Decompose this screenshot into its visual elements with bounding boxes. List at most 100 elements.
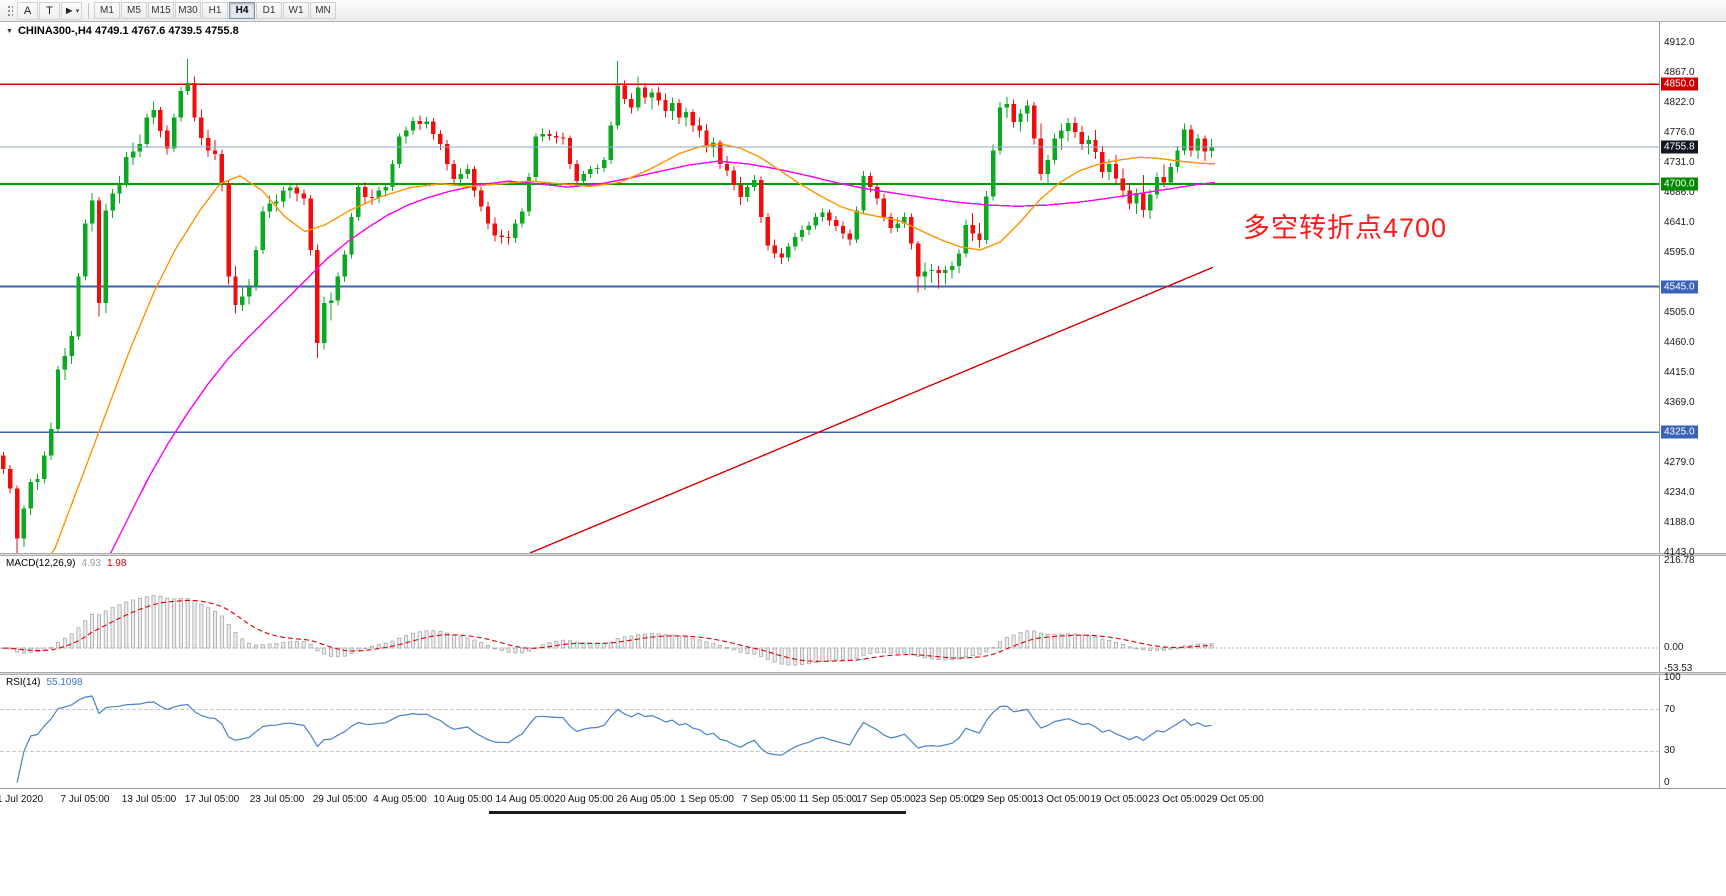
macd-histogram-bar <box>131 599 136 649</box>
macd-signal-line <box>3 599 1212 662</box>
candle-body <box>240 296 245 305</box>
candle-body <box>438 134 443 144</box>
trendline[interactable] <box>529 266 1214 553</box>
timeframe-button-m30[interactable]: M30 <box>175 2 201 19</box>
candle-body <box>1093 140 1098 152</box>
chart-annotation-text: 多空转折点4700 <box>1243 213 1448 243</box>
time-axis-label: 10 Aug 05:00 <box>433 794 493 805</box>
candle-body <box>731 170 736 186</box>
candle-body <box>499 235 504 237</box>
timeframe-button-d1[interactable]: D1 <box>256 2 282 19</box>
macd-values: 4.93 1.98 <box>81 558 126 569</box>
timeframe-button-w1[interactable]: W1 <box>283 2 309 19</box>
macd-histogram-bar <box>335 647 340 658</box>
macd-plot[interactable]: MACD(12,26,9) 4.93 1.98 <box>0 556 1660 672</box>
price-tick-label: 4822.0 <box>1664 96 1695 108</box>
indicator-value: 4.93 <box>81 558 101 569</box>
macd-histogram-bar <box>1073 633 1078 649</box>
macd-canvas[interactable] <box>0 556 1660 672</box>
timeframe-button-h1[interactable]: H1 <box>202 2 228 19</box>
rsi-scale[interactable]: 100 70 30 0 <box>1660 673 1725 788</box>
candle-body <box>677 102 682 118</box>
macd-histogram-bar <box>977 647 982 656</box>
candle-body <box>458 173 463 180</box>
candle-body <box>328 300 334 304</box>
price-tick-label: 4234.0 <box>1664 486 1695 498</box>
price-tick-label: 4641.0 <box>1664 216 1695 228</box>
annotation-tool-button[interactable]: A <box>17 1 38 20</box>
macd-histogram-bar <box>588 642 593 649</box>
rsi-plot[interactable]: RSI(14) 55.1098 <box>0 675 1660 788</box>
horizontal-scrollbar-thumb[interactable] <box>489 811 906 814</box>
macd-histogram-bar <box>786 647 791 666</box>
macd-scale-label: 0.00 <box>1664 642 1684 653</box>
time-axis-label: 14 Aug 05:00 <box>495 794 555 805</box>
text-tool-button[interactable]: T <box>39 1 60 20</box>
candle-body <box>622 85 627 99</box>
candle-body <box>1018 113 1023 123</box>
macd-histogram-bar <box>192 600 197 649</box>
candle-body <box>356 187 361 217</box>
candle-body <box>881 198 887 217</box>
candle-body <box>991 150 996 197</box>
main-chart-plot[interactable]: ▼ CHINA300-,H4 4749.1 4767.6 4739.5 4755… <box>0 22 1660 553</box>
candle-body <box>171 117 177 149</box>
candle-body <box>642 87 648 98</box>
price-line-label: 4325.0 <box>1661 425 1698 439</box>
candlestick-canvas[interactable] <box>0 22 1660 553</box>
candle-body <box>472 169 477 191</box>
candle-body <box>335 276 341 301</box>
timeframe-button-h4[interactable]: H4 <box>229 2 255 19</box>
main-price-scale[interactable]: 4912.0 4867.0 4822.0 4776.0 4731.0 4686.0 4641… <box>1660 22 1725 558</box>
macd-histogram-bar <box>1141 647 1146 651</box>
macd-histogram-bar <box>1066 633 1071 649</box>
candle-body <box>963 224 969 254</box>
time-axis[interactable]: 1 Jul 2020 7 Jul 05:00 13 Jul 05:00 17 Jul … <box>0 788 1726 810</box>
pointer-tool-button[interactable]: ► ▾ <box>61 1 82 20</box>
candle-body <box>274 201 279 204</box>
macd-histogram-bar <box>363 647 368 650</box>
macd-histogram-bar <box>499 647 504 651</box>
macd-histogram-bar <box>1114 641 1119 649</box>
macd-histogram-bar <box>615 638 620 649</box>
timeframe-button-m5[interactable]: M5 <box>121 2 147 19</box>
macd-histogram-bar <box>172 598 177 649</box>
candle-body <box>547 134 552 136</box>
candle-body <box>1188 129 1194 151</box>
panel-splitter[interactable] <box>0 672 1726 675</box>
candle-body <box>533 136 538 178</box>
candle-body <box>861 175 866 211</box>
rsi-canvas[interactable] <box>0 675 1660 788</box>
time-axis-label: 17 Sep 05:00 <box>856 794 916 805</box>
macd-histogram-bar <box>718 645 723 649</box>
candle-body <box>1182 129 1187 151</box>
macd-histogram-bar <box>759 647 764 657</box>
macd-histogram-bar <box>212 610 217 649</box>
macd-histogram-bar <box>888 647 893 654</box>
macd-histogram-bar <box>1127 646 1132 649</box>
macd-histogram-bar <box>725 647 730 649</box>
timeframe-button-mn[interactable]: MN <box>310 2 336 19</box>
macd-histogram-bar <box>677 635 682 649</box>
drag-handle-icon[interactable] <box>7 3 13 18</box>
collapse-arrow-icon[interactable]: ▼ <box>6 27 13 35</box>
timeframe-button-m15[interactable]: M15 <box>148 2 174 19</box>
macd-histogram-bar <box>772 647 777 663</box>
timeframe-button-m1[interactable]: M1 <box>94 2 120 19</box>
candle-body <box>554 136 559 138</box>
candle-body <box>1209 146 1214 152</box>
rsi-scale-label: 70 <box>1664 703 1676 715</box>
candle-body <box>950 266 955 270</box>
candle-body <box>444 144 450 164</box>
panel-splitter[interactable] <box>0 553 1726 556</box>
macd-histogram-bar <box>649 633 654 649</box>
candle-body <box>820 212 825 217</box>
macd-scale[interactable]: 216.78 0.00 -53.53 <box>1660 556 1725 674</box>
candle-body <box>738 185 743 197</box>
chart-title: ▼ CHINA300-,H4 4749.1 4767.6 4739.5 4755… <box>6 25 239 37</box>
macd-histogram-bar <box>158 595 163 649</box>
candle-body <box>76 276 81 337</box>
macd-histogram-bar <box>226 623 231 649</box>
macd-histogram-bar <box>62 637 67 649</box>
